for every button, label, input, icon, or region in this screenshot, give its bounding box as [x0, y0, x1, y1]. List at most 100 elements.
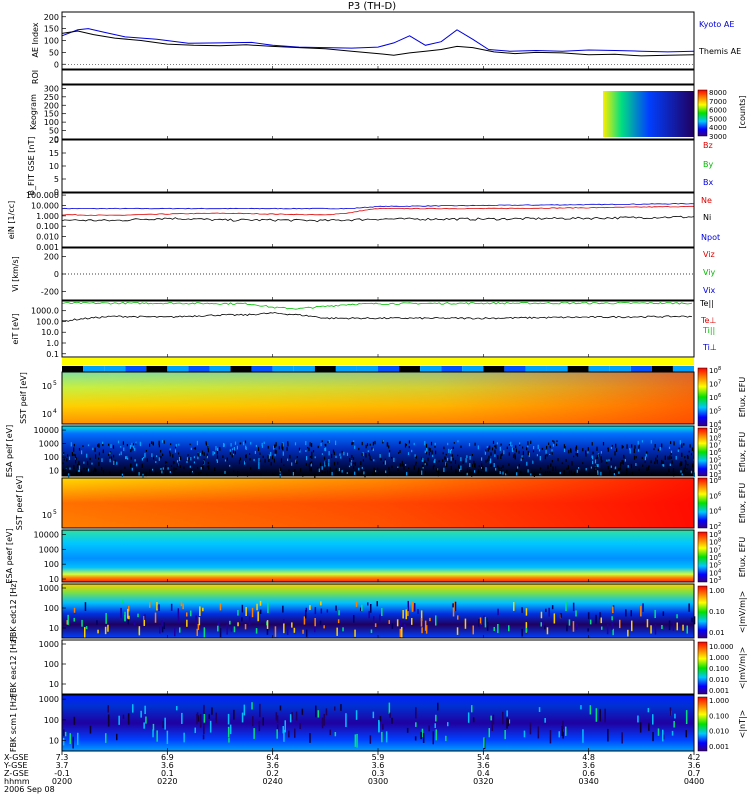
- cb-exp-esai-4: 7: [718, 545, 721, 551]
- esa-e-pixel: [690, 453, 693, 456]
- fbk3-streak: [156, 730, 158, 742]
- fbk1-streak: [630, 610, 632, 617]
- fbk1-streak: [553, 613, 556, 624]
- esa-e-pixel: [634, 445, 636, 449]
- fbk1-streak: [599, 612, 601, 620]
- mode-bar-yellow: [62, 358, 694, 365]
- mode-block: [399, 366, 421, 372]
- row-label-hhmm: hhmm: [4, 777, 30, 786]
- esa-e-pixel: [609, 470, 611, 474]
- esa-e-pixel: [94, 447, 96, 452]
- fbk1-streak: [84, 602, 87, 611]
- esa-e-pixel: [408, 467, 410, 470]
- esa-e-pixel: [424, 440, 426, 446]
- esa-e-pixel: [669, 455, 671, 460]
- ytick-label-esae-0: 10: [49, 467, 59, 476]
- fbk3-streak: [355, 710, 358, 720]
- fbk3-streak: [652, 714, 654, 725]
- esa-e-pixel: [600, 471, 602, 476]
- mode-block: [209, 366, 231, 372]
- fbk1-streak: [282, 605, 284, 613]
- ytick-label-fbk3-2: 1000: [39, 695, 59, 704]
- esa-e-pixel: [443, 467, 445, 473]
- time-row-2-col-1: 0.1: [161, 769, 174, 778]
- esa-e-pixel: [217, 447, 219, 451]
- esa-e-pixel: [116, 461, 118, 465]
- fbk3-streak: [276, 724, 279, 732]
- ae-series-kyoto: [61, 28, 695, 53]
- fbk3-streak: [354, 734, 357, 747]
- esa-e-pixel: [169, 471, 171, 474]
- fbk3-streak: [467, 712, 470, 723]
- fbk1-streak: [525, 622, 528, 633]
- fbk1-streak: [497, 608, 499, 616]
- esa-e-pixel: [598, 453, 600, 457]
- esa-e-pixel: [401, 464, 403, 467]
- frame-bfield: [61, 139, 695, 193]
- esa-e-pixel: [526, 447, 528, 451]
- time-row-1-col-4: 3.6: [477, 761, 490, 770]
- esa-e-pixel: [78, 448, 81, 451]
- esa-e-pixel: [349, 458, 351, 462]
- esa-e-pixel: [382, 461, 385, 465]
- sst-i-spectrogram-heat: [62, 478, 694, 528]
- esa-e-pixel: [505, 473, 507, 476]
- esa-e-pixel: [353, 440, 355, 442]
- fbk3-streak: [685, 730, 687, 738]
- esa-e-pixel: [447, 457, 449, 461]
- fbk1-streak: [572, 621, 575, 632]
- esa-e-pixel: [144, 452, 146, 457]
- esa-e-pixel: [595, 465, 597, 469]
- esa-e-pixel: [312, 450, 315, 453]
- ylabel-sst-i: SST peef [eV]: [15, 476, 24, 531]
- keo-cb-tick-1: 4000: [709, 124, 727, 132]
- row-label-y-gse: Y-GSE: [3, 761, 27, 770]
- esa-e-pixel: [240, 442, 242, 445]
- esa-e-pixel: [130, 463, 132, 467]
- fbk1-streak: [303, 616, 306, 625]
- esa-e-pixel: [600, 456, 602, 461]
- cb-tick-sste-2: 10: [709, 394, 718, 402]
- esa-e-pixel: [433, 464, 435, 467]
- fbk1-streak: [182, 603, 184, 610]
- fbk1-streak: [454, 601, 457, 612]
- esa-e-pixel: [95, 468, 97, 472]
- mode-block: [378, 366, 400, 372]
- cb-tick-ssti-0: 10: [709, 523, 718, 531]
- esa-e-pixel: [337, 461, 339, 465]
- ytick-label-keo-0: 0: [54, 135, 59, 144]
- cb-exp-esae-1: 4: [718, 463, 721, 469]
- esa-e-pixel: [214, 467, 216, 472]
- esa-e-pixel: [63, 458, 65, 461]
- esa-e-pixel: [254, 450, 256, 454]
- esa-e-pixel: [257, 446, 260, 451]
- fbk1-streak: [611, 616, 613, 622]
- fbk1-streak: [127, 619, 129, 625]
- esa-e-pixel: [499, 471, 501, 475]
- esa-e-pixel: [648, 466, 650, 471]
- legend-vix: Vix: [703, 286, 716, 295]
- esa-e-pixel: [538, 449, 541, 452]
- esa-e-pixel: [670, 456, 673, 459]
- esa-e-pixel: [411, 449, 413, 453]
- esa-e-pixel: [328, 440, 330, 444]
- fbk3-streak: [507, 718, 509, 727]
- legends: Kyoto AE Themis AE Bz By Bx Ne Ni Npot V…: [698, 20, 741, 352]
- esa-e-pixel: [432, 454, 434, 457]
- time-row-1-col-1: 3.6: [161, 761, 174, 770]
- fbk1-streak: [241, 604, 244, 613]
- fbk3-streak: [276, 715, 279, 723]
- esa-e-pixel: [83, 467, 85, 470]
- esa-e-pixel: [607, 447, 609, 450]
- esa-e-pixel: [522, 456, 524, 459]
- fbk3-streak: [279, 705, 282, 711]
- fbk3-streak: [369, 735, 372, 744]
- esa-e-pixel: [550, 463, 552, 467]
- fbk3-streak: [657, 728, 660, 736]
- esa-e-pixel: [635, 456, 637, 459]
- esa-e-pixel: [428, 447, 430, 451]
- esa-e-pixel: [306, 458, 308, 461]
- esa-e-pixel: [533, 446, 535, 450]
- esa-e-pixel: [469, 469, 471, 474]
- esa-e-pixel: [261, 442, 263, 447]
